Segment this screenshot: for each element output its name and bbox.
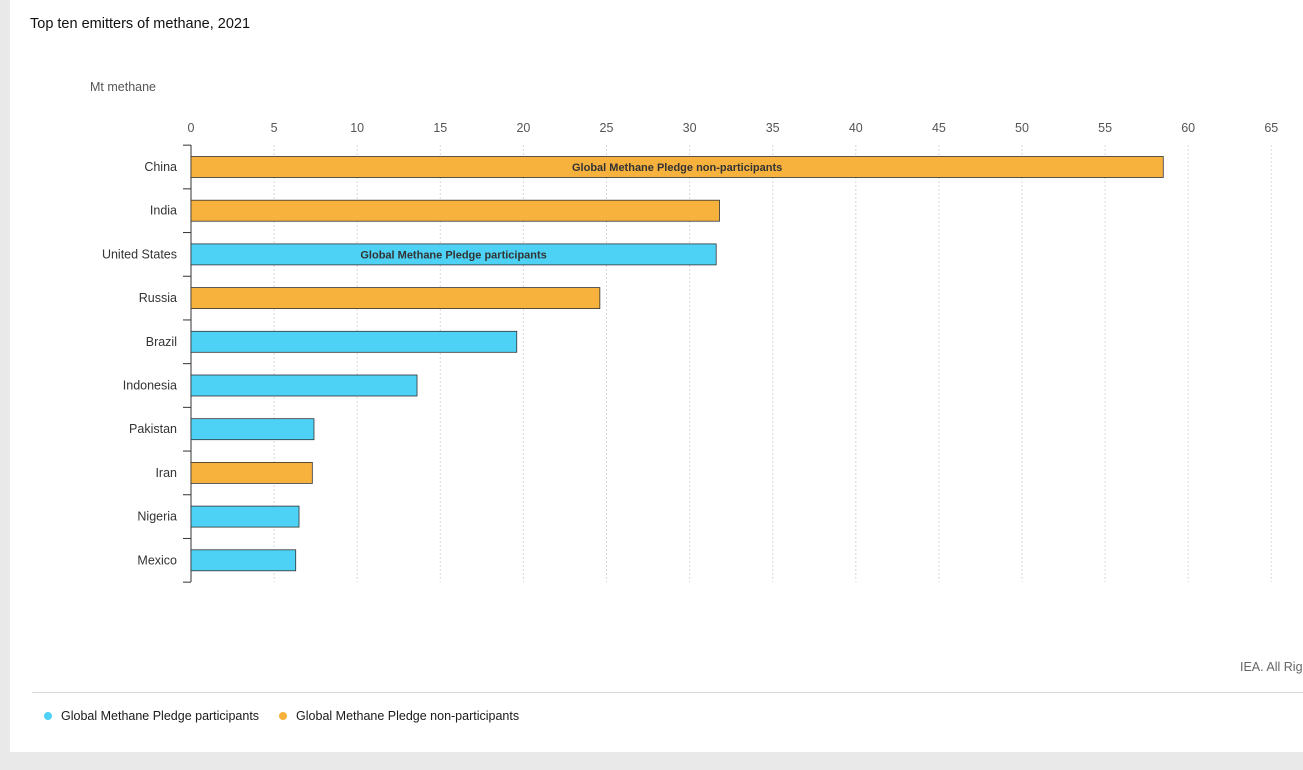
category-label: Russia <box>139 291 177 305</box>
category-label: Brazil <box>146 335 177 349</box>
bar <box>190 199 720 222</box>
legend: Global Methane Pledge participants Globa… <box>44 709 539 723</box>
legend-label-participants: Global Methane Pledge participants <box>61 709 260 723</box>
x-tick-label: 25 <box>600 121 614 135</box>
bar <box>190 330 518 353</box>
x-axis-unit-label: Mt methane <box>90 80 157 94</box>
x-tick-label: 15 <box>433 121 447 135</box>
x-tick-label: 65 <box>1264 121 1278 135</box>
x-tick-label: 35 <box>766 121 780 135</box>
bar <box>190 374 418 397</box>
bar <box>190 418 315 441</box>
category-label: United States <box>102 247 177 261</box>
x-tick-label: 50 <box>1015 121 1029 135</box>
bar <box>190 243 717 266</box>
legend-item-participants[interactable]: Global Methane Pledge participants <box>44 709 259 723</box>
bar <box>190 287 601 310</box>
x-tick-label: 40 <box>849 121 863 135</box>
x-tick-label: 45 <box>932 121 946 135</box>
category-label: China <box>144 160 177 174</box>
bar-annotation: Global Methane Pledge participants <box>360 249 546 261</box>
category-label: Pakistan <box>129 422 177 436</box>
source-credit: IEA. All Righ <box>1240 660 1303 674</box>
legend-dot-participants <box>44 712 52 720</box>
x-tick-label: 20 <box>516 121 530 135</box>
x-tick-label: 55 <box>1098 121 1112 135</box>
x-tick-label: 10 <box>350 121 364 135</box>
chart-title: Top ten emitters of methane, 2021 <box>30 16 251 32</box>
category-label: India <box>150 204 177 218</box>
x-tick-label: 60 <box>1181 121 1195 135</box>
category-label: Mexico <box>137 553 177 567</box>
bar <box>190 461 313 484</box>
legend-item-non-participants[interactable]: Global Methane Pledge non-participants <box>279 709 519 723</box>
bar <box>190 549 297 572</box>
category-label: Indonesia <box>123 379 177 393</box>
legend-label-non-participants: Global Methane Pledge non-participants <box>296 709 520 723</box>
category-label: Nigeria <box>137 510 177 524</box>
bar <box>190 505 300 528</box>
x-tick-label: 30 <box>683 121 697 135</box>
bar-annotation: Global Methane Pledge non-participants <box>572 162 782 174</box>
x-tick-label: 0 <box>188 121 195 135</box>
category-label: Iran <box>155 466 177 480</box>
legend-dot-non-participants <box>279 712 288 720</box>
bar <box>190 156 1164 178</box>
x-tick-label: 5 <box>271 121 278 135</box>
legend-divider <box>32 692 1303 693</box>
